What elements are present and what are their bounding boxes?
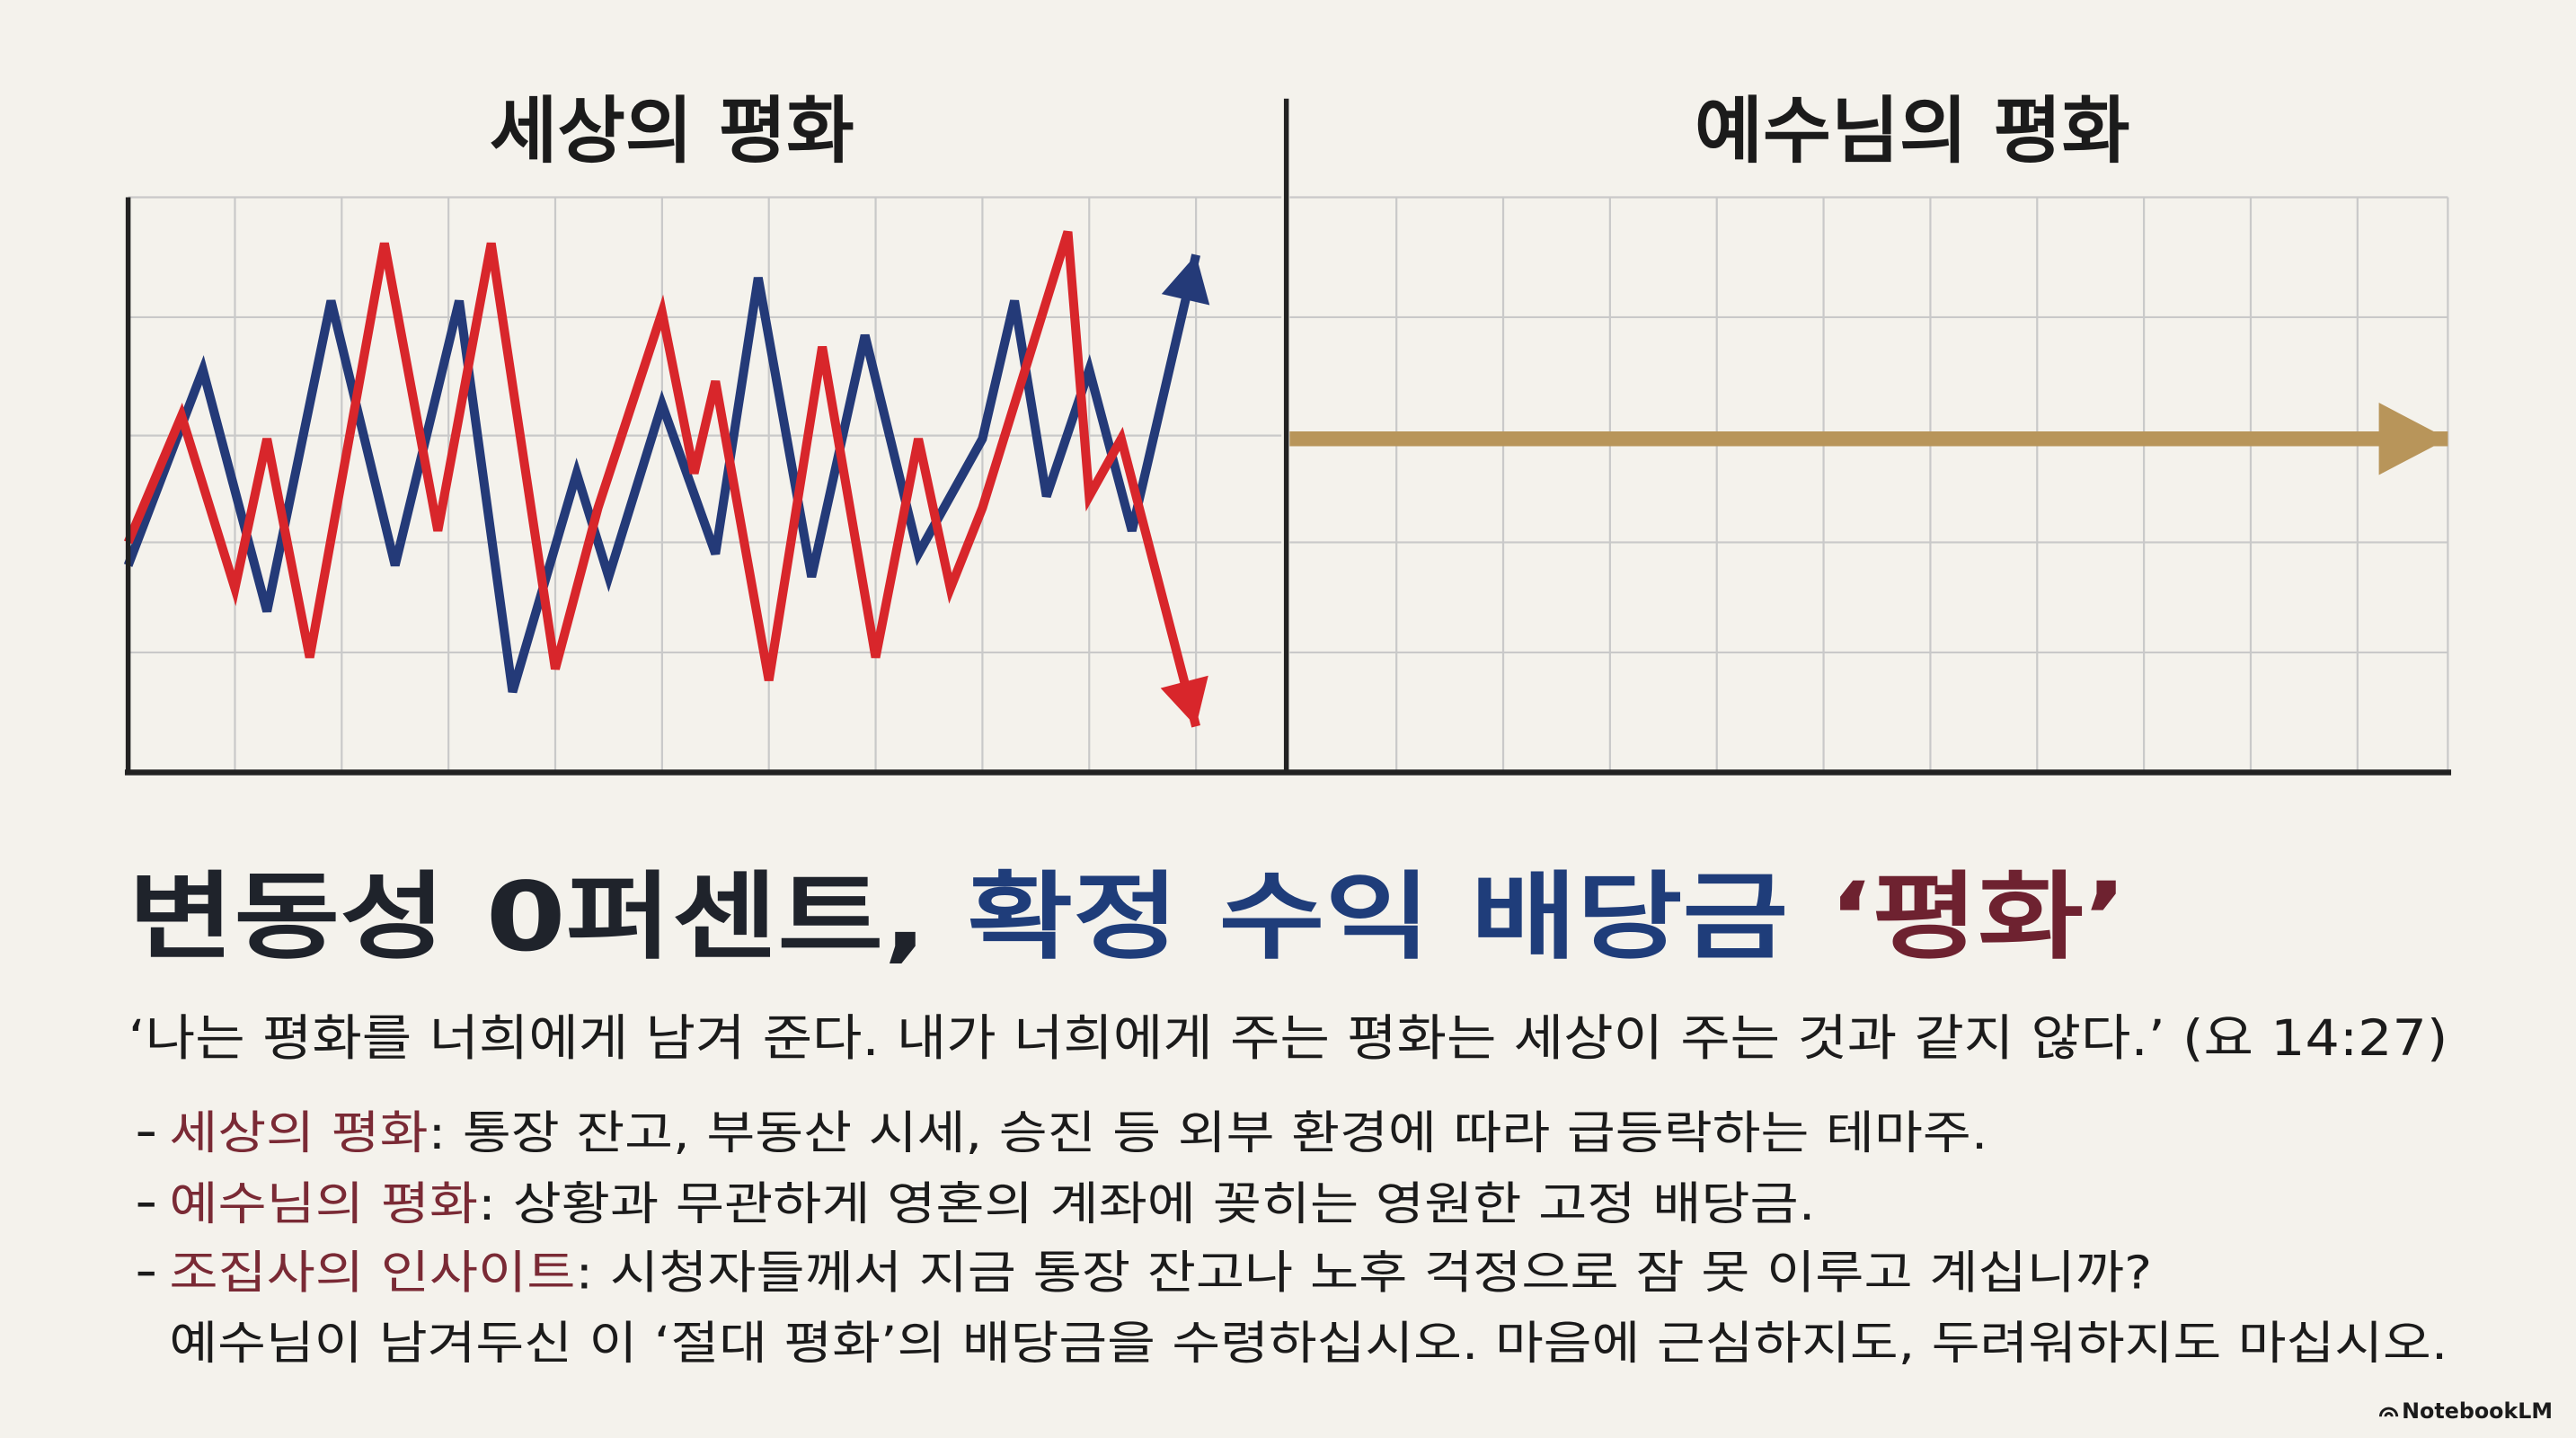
bullet-label: 예수님의 평화 xyxy=(169,1177,478,1231)
bullet: 예수님의 평화: 상황과 무관하게 영혼의 계좌에 꽂히는 영원한 고정 배당금… xyxy=(169,1177,1815,1231)
bullet-text: : 상황과 무관하게 영혼의 계좌에 꽂히는 영원한 고정 배당금. xyxy=(478,1177,1815,1231)
headline-part: ‘평화’ xyxy=(1828,863,2128,973)
chart-title: 세상의 평화 xyxy=(490,89,854,173)
bullet-label: 조집사의 인사이트 xyxy=(169,1247,575,1300)
bullet: 조집사의 인사이트: 시청자들께서 지금 통장 잔고나 노후 걱정으로 잠 못 … xyxy=(169,1247,2152,1300)
bullets: 세상의 평화: 통장 잔고, 부동산 시세, 승진 등 외부 환경에 따라 급등… xyxy=(137,1106,2448,1371)
data-line xyxy=(123,230,1200,728)
data-line xyxy=(123,253,1201,694)
footer-logo xyxy=(2378,1407,2399,1417)
chart-title: 예수님의 평화 xyxy=(1695,89,2130,173)
charts xyxy=(123,98,2452,776)
quote: ‘나는 평화를 너희에게 남겨 준다. 내가 너희에게 주는 평화는 세상이 주… xyxy=(128,1009,2448,1067)
headline-part: 변동성 0퍼센트, xyxy=(128,863,968,973)
bullet: 세상의 평화: 통장 잔고, 부동산 시세, 승진 등 외부 환경에 따라 급등… xyxy=(169,1106,1987,1160)
bullet-text: : 시청자들께서 지금 통장 잔고나 노후 걱정으로 잠 못 이루고 계십니까? xyxy=(575,1247,2152,1300)
bullet-continuation: 예수님이 남겨두신 이 ‘절대 평화’의 배당금을 수령하십시오. 마음에 근심… xyxy=(169,1317,2448,1371)
headline: 변동성 0퍼센트, 확정 수익 배당금 ‘평화’ xyxy=(128,863,2128,973)
arrowhead xyxy=(1160,675,1208,727)
headline-part: 확정 수익 배당금 xyxy=(967,863,1828,973)
arrowhead xyxy=(2378,403,2448,475)
bullet-label: 세상의 평화 xyxy=(169,1106,428,1160)
footer: NotebookLM xyxy=(2402,1398,2553,1424)
arrowhead xyxy=(1161,254,1210,306)
bullet-text: : 통장 잔고, 부동산 시세, 승진 등 외부 환경에 따라 급등락하는 테마… xyxy=(428,1106,1987,1160)
